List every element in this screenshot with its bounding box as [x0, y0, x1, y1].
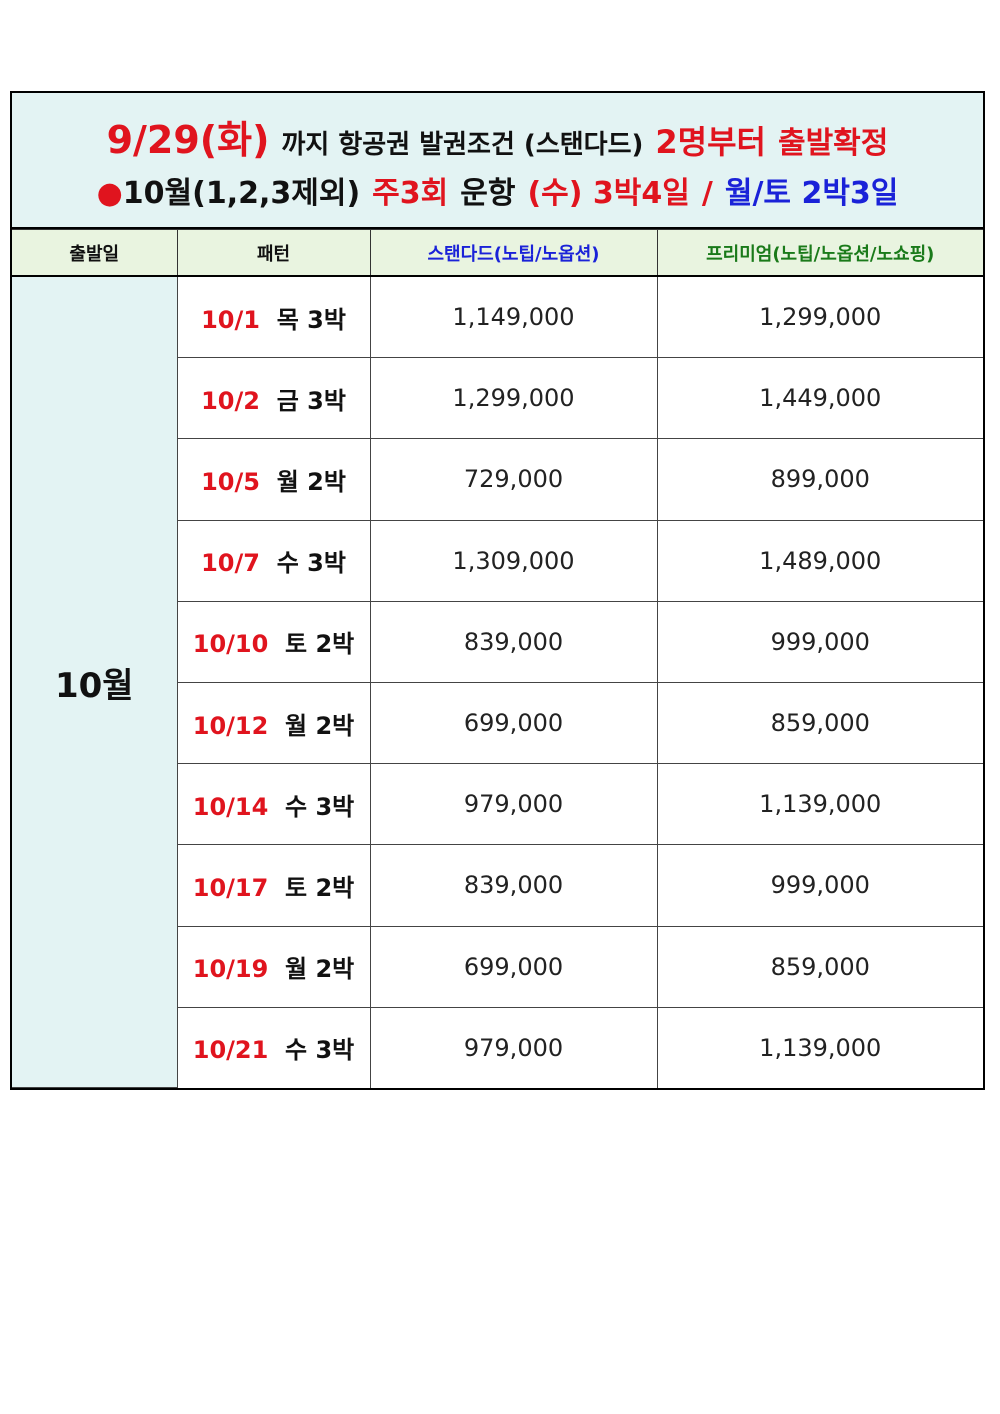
standard-price: 699,000 — [369, 681, 658, 765]
premium-price: 859,000 — [656, 925, 983, 1008]
premium-price: 1,139,000 — [656, 763, 983, 846]
row: 10/17 토 2박 839,000 999,000 — [12, 844, 983, 927]
nights: 토 2박 — [285, 630, 355, 659]
row: 10/10 토 2박 839,000 999,000 — [12, 600, 983, 683]
date: 10/12 — [192, 711, 269, 740]
standard-price: 839,000 — [369, 844, 658, 927]
standard-price: 1,309,000 — [369, 519, 658, 602]
pattern-cell: 10/17 토 2박 — [177, 844, 371, 927]
column-header: 패턴 — [176, 229, 371, 277]
text: (수) 3박4일 — [527, 175, 690, 211]
date: 10/2 — [201, 386, 260, 415]
table-body: 10월 10/1 목 3박 1,149,000 1,299,000 10/2 금 3박 1… — [12, 275, 983, 1089]
pattern-cell: 10/5 월 2박 — [177, 438, 371, 521]
standard-price: 979,000 — [369, 763, 658, 846]
premium-price: 1,489,000 — [656, 519, 983, 602]
date: 10/14 — [192, 792, 269, 821]
deadline: 9/29(화) — [106, 117, 270, 162]
standard-price: 1,299,000 — [369, 357, 658, 440]
row: 10/14 수 3박 979,000 1,139,000 — [12, 763, 983, 846]
column-header: 출발일 — [12, 229, 178, 277]
text: 10월(1,2,3제외) — [122, 175, 361, 211]
nights: 금 3박 — [276, 386, 346, 415]
standard-price: 979,000 — [369, 1006, 658, 1088]
table: 출발일 패턴 스탠다드(노팁/노옵션) 프리미엄(노팁/노옵션/노쇼핑) 10월… — [12, 229, 983, 1089]
row: 10/19 월 2박 699,000 859,000 — [12, 925, 983, 1008]
date: 10/1 — [201, 305, 260, 334]
nights: 월 2박 — [285, 955, 355, 984]
header-line: ●10월(1,2,3제외) 주3회 운항 (수) 3박4일 / 월/토 2박3일 — [91, 168, 905, 212]
text: 출발확정 — [777, 125, 889, 161]
row: 10/2 금 3박 1,299,000 1,449,000 — [12, 357, 983, 440]
nights: 목 3박 — [276, 305, 346, 334]
standard-price: 839,000 — [369, 600, 658, 683]
row: 10월 10/1 목 3박 1,149,000 1,299,000 — [12, 275, 983, 1089]
text: 2명부터 — [655, 122, 766, 161]
month-cell: 10월 — [12, 275, 178, 1089]
pattern-cell: 10/7 수 3박 — [177, 519, 371, 602]
premium-price: 999,000 — [656, 844, 983, 927]
text: / — [701, 175, 713, 211]
date: 10/19 — [192, 955, 269, 984]
standard-price: 1,149,000 — [369, 275, 658, 359]
premium-price: 1,449,000 — [656, 357, 983, 440]
row: 10/7 수 3박 1,309,000 1,489,000 — [12, 519, 983, 602]
nights: 수 3박 — [276, 549, 346, 578]
nights: 월 2박 — [285, 711, 355, 740]
row: 10/21 수 3박 979,000 1,139,000 — [12, 1006, 983, 1088]
column-header: 프리미엄(노팁/노옵션/노쇼핑) — [656, 229, 983, 277]
pattern-cell: 10/12 월 2박 — [177, 681, 371, 765]
pattern-cell: 10/21 수 3박 — [177, 1006, 371, 1088]
date: 10/5 — [201, 467, 260, 496]
date: 10/7 — [201, 549, 260, 578]
pattern-cell: 10/10 토 2박 — [177, 600, 371, 683]
pattern-cell: 10/19 월 2박 — [177, 925, 371, 1008]
premium-price: 1,299,000 — [656, 275, 983, 359]
price-table: 9/29(화) 까지 항공권 발권조건 (스탠다드) 2명부터 출발확정 ●10월(1… — [10, 91, 985, 1091]
nights: 월 2박 — [276, 467, 346, 496]
bullet: ● — [96, 175, 123, 211]
header-row: 출발일 패턴 스탠다드(노팁/노옵션) 프리미엄(노팁/노옵션/노쇼핑) — [12, 229, 983, 277]
standard-price: 729,000 — [369, 438, 658, 521]
pattern-cell: 10/2 금 3박 — [177, 357, 371, 440]
column-header: 스탠다드(노팁/노옵션) — [369, 229, 658, 277]
nights: 수 3박 — [285, 1036, 355, 1065]
row: 10/12 월 2박 699,000 859,000 — [12, 681, 983, 765]
header-line: 9/29(화) 까지 항공권 발권조건 (스탠다드) 2명부터 출발확정 — [101, 109, 895, 164]
standard-price: 699,000 — [369, 925, 658, 1008]
premium-price: 1,139,000 — [656, 1006, 983, 1088]
text: 운항 — [460, 175, 516, 211]
nights: 수 3박 — [285, 792, 355, 821]
text: 월/토 2박3일 — [724, 175, 899, 211]
premium-price: 999,000 — [656, 600, 983, 683]
date: 10/10 — [192, 630, 269, 659]
nights: 토 2박 — [285, 873, 355, 902]
row: 10/5 월 2박 729,000 899,000 — [12, 438, 983, 521]
header: 9/29(화) 까지 항공권 발권조건 (스탠다드) 2명부터 출발확정 ●10월(1… — [12, 93, 983, 229]
date: 10/21 — [192, 1036, 269, 1065]
text: 주3회 — [372, 175, 449, 211]
pattern-cell: 10/1 목 3박 — [176, 275, 371, 359]
date: 10/17 — [192, 873, 269, 902]
pattern-cell: 10/14 수 3박 — [177, 763, 371, 846]
premium-price: 859,000 — [656, 681, 983, 765]
premium-price: 899,000 — [656, 438, 983, 521]
text: 까지 항공권 발권조건 (스탠다드) — [281, 129, 644, 160]
